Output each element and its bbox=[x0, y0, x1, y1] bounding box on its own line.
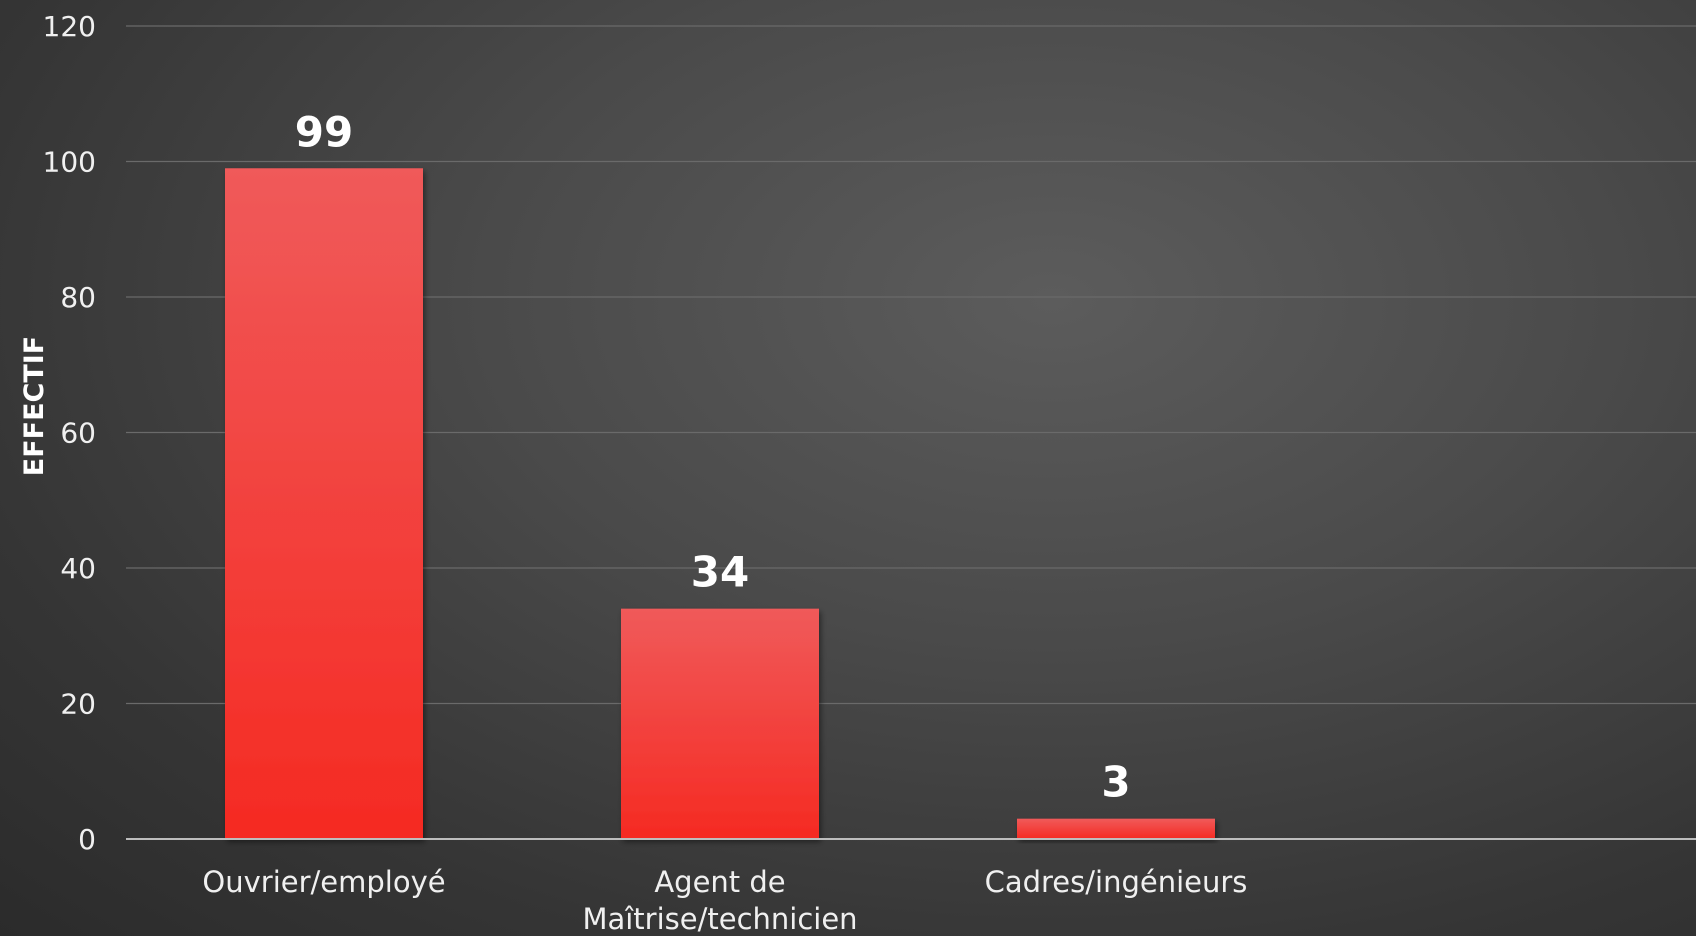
category-labels: Ouvrier/employé Agent de Maîtrise/technici… bbox=[202, 865, 1247, 936]
y-axis-ticks: 0 20 40 60 80 100 120 bbox=[43, 10, 96, 856]
data-labels: 99 34 3 bbox=[295, 107, 1131, 806]
data-label: 3 bbox=[1101, 758, 1130, 807]
bar bbox=[621, 608, 819, 839]
y-axis-title: EFFECTIF bbox=[19, 336, 50, 477]
y-tick-label: 100 bbox=[43, 146, 96, 179]
x-tick-label: Agent de Maîtrise/technicien bbox=[582, 865, 857, 936]
data-label: 99 bbox=[295, 107, 353, 156]
y-tick-label: 0 bbox=[78, 823, 96, 856]
y-tick-label: 120 bbox=[43, 10, 96, 43]
x-tick-label: Cadres/ingénieurs bbox=[985, 865, 1248, 899]
bar bbox=[225, 168, 423, 839]
x-tick-label: Ouvrier/employé bbox=[202, 865, 445, 899]
bars bbox=[225, 168, 1215, 839]
bar bbox=[1017, 818, 1215, 839]
y-tick-label: 60 bbox=[60, 417, 96, 450]
data-label: 34 bbox=[691, 548, 749, 597]
y-tick-label: 20 bbox=[60, 688, 96, 721]
y-tick-label: 40 bbox=[60, 552, 96, 585]
y-tick-label: 80 bbox=[60, 281, 96, 314]
